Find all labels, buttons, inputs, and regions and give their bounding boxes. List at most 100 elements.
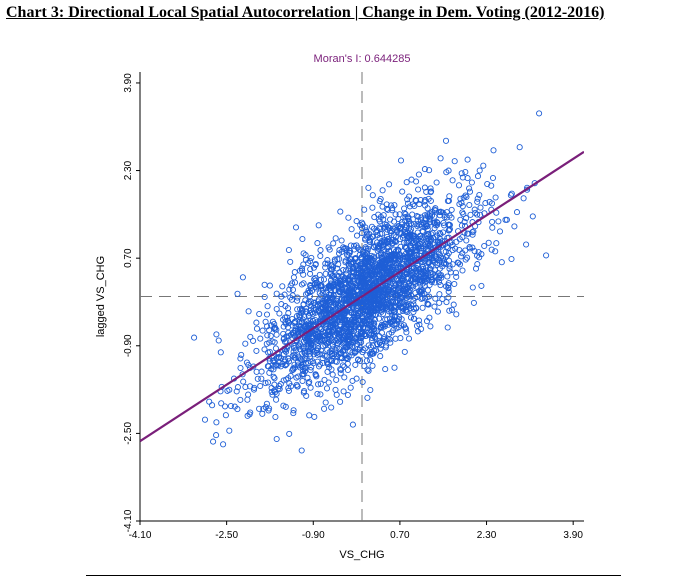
data-point: [341, 374, 348, 381]
data-point: [401, 348, 408, 355]
data-point: [366, 308, 373, 315]
data-point: [328, 284, 335, 291]
data-point: [391, 202, 398, 209]
data-point: [408, 249, 415, 256]
data-point: [347, 319, 354, 326]
data-point: [384, 285, 391, 292]
data-point: [401, 210, 408, 217]
data-point: [354, 265, 361, 272]
data-point: [310, 360, 317, 367]
data-point: [329, 312, 336, 319]
data-point: [322, 264, 329, 271]
data-point: [395, 286, 402, 294]
data-point: [306, 289, 313, 296]
data-point: [397, 157, 405, 164]
data-point: [374, 244, 381, 251]
data-point: [363, 317, 370, 324]
data-point: [285, 246, 292, 254]
data-point: [383, 306, 390, 313]
data-point: [261, 281, 268, 288]
data-point: [364, 394, 371, 401]
data-point: [445, 167, 452, 174]
data-point: [342, 332, 349, 339]
data-point: [400, 298, 407, 305]
data-point: [350, 273, 357, 280]
data-point: [471, 206, 478, 213]
data-point: [273, 290, 280, 297]
data-point: [444, 197, 451, 205]
data-point: [440, 229, 447, 236]
data-point: [355, 287, 362, 294]
data-point: [365, 367, 372, 374]
data-point: [466, 244, 473, 251]
data-point: [446, 226, 453, 233]
data-point: [340, 245, 347, 253]
data-point: [444, 324, 451, 331]
y-tick-label: -4.10: [123, 509, 134, 532]
data-point: [492, 248, 499, 255]
data-point: [384, 245, 391, 252]
data-point: [445, 294, 452, 301]
data-point: [340, 267, 347, 274]
data-point: [380, 310, 387, 317]
data-point: [362, 235, 369, 242]
data-point: [373, 328, 380, 335]
data-point: [447, 269, 454, 276]
data-point: [421, 198, 428, 205]
data-point: [256, 310, 263, 318]
data-point: [405, 259, 412, 266]
data-point: [357, 357, 364, 364]
data-point: [337, 322, 344, 329]
data-point: [275, 353, 282, 361]
regression-line-group: [140, 150, 584, 443]
data-point: [392, 224, 399, 231]
data-point: [312, 260, 319, 268]
data-point: [353, 218, 360, 225]
data-point: [296, 340, 303, 347]
data-point: [355, 356, 362, 363]
data-point: [328, 357, 336, 364]
data-point: [426, 293, 433, 300]
data-point: [323, 310, 330, 317]
data-point: [436, 291, 443, 298]
data-point: [470, 228, 477, 235]
data-point: [402, 308, 410, 315]
data-point: [319, 343, 327, 350]
data-point: [382, 366, 389, 373]
data-point: [329, 345, 336, 352]
data-point: [307, 367, 314, 374]
data-point: [377, 276, 384, 283]
data-point: [244, 396, 251, 403]
data-point: [383, 201, 390, 208]
data-point: [387, 290, 394, 297]
data-point: [419, 304, 426, 311]
data-point: [282, 403, 289, 410]
data-point: [358, 321, 366, 328]
data-point: [397, 236, 404, 243]
data-point: [301, 368, 309, 375]
data-point: [444, 273, 451, 280]
data-point: [463, 215, 470, 222]
data-point: [336, 329, 343, 336]
data-point: [441, 222, 448, 229]
data-point: [326, 246, 333, 253]
data-point: [376, 198, 383, 205]
data-point: [266, 369, 273, 376]
data-point: [253, 368, 260, 375]
data-point: [436, 299, 443, 306]
data-point: [336, 326, 343, 333]
data-point: [463, 193, 470, 200]
data-point: [342, 285, 349, 292]
data-point: [468, 179, 475, 186]
data-point: [318, 336, 326, 343]
data-point: [434, 308, 441, 315]
data-point: [271, 375, 278, 382]
data-point: [462, 192, 469, 199]
data-point: [446, 265, 453, 272]
data-point: [336, 250, 343, 257]
data-point: [264, 303, 271, 310]
data-point: [257, 335, 264, 342]
data-point: [415, 277, 422, 284]
data-point: [314, 390, 321, 397]
